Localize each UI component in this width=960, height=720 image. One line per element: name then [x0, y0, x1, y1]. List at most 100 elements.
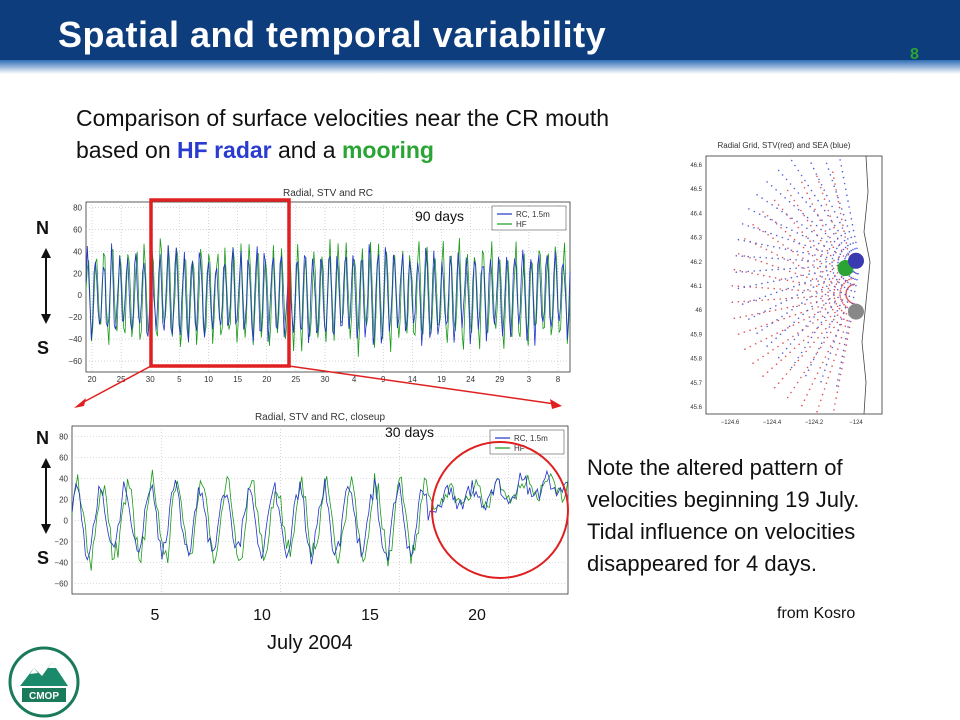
radial-grid-dot: [824, 308, 827, 310]
radial-grid-dot: [825, 258, 827, 261]
radial-grid-dot: [753, 315, 756, 318]
radial-grid-dot: [775, 363, 778, 365]
radial-grid-dot: [839, 316, 842, 319]
radial-grid-dot: [827, 209, 830, 212]
radial-grid-dot: [831, 221, 833, 223]
radial-grid-dot: [818, 178, 820, 181]
radial-grid-dot: [810, 302, 812, 304]
radial-grid-dot: [854, 290, 856, 293]
intro-based-on: based on: [76, 137, 178, 163]
radial-grid-dot: [766, 262, 768, 265]
radial-grid-dot: [803, 267, 805, 269]
radial-grid-dot: [814, 254, 816, 256]
radial-grid-dot: [833, 211, 836, 213]
note-line-2: velocities beginning 19 July.: [587, 487, 860, 512]
radial-grid-dot: [777, 266, 780, 269]
radial-grid-dot: [807, 325, 809, 328]
radial-grid-dot: [850, 278, 852, 280]
radial-grid-dot: [850, 289, 852, 292]
radial-grid-dot: [824, 356, 827, 358]
radial-grid-dot: [818, 242, 820, 245]
radial-grid-dot: [786, 306, 789, 309]
radial-grid-dot: [731, 285, 734, 287]
radial-grid-dot: [836, 272, 839, 274]
radial-grid-dot: [797, 192, 800, 194]
radial-grid-dot: [842, 362, 844, 364]
radial-grid-dot: [808, 316, 811, 318]
radial-grid-dot: [797, 317, 800, 320]
radial-grid-dot: [765, 248, 768, 251]
radial-grid-dot: [817, 318, 819, 321]
radial-grid-dot: [846, 338, 849, 340]
radial-grid-dot: [816, 372, 819, 374]
radial-grid-dot: [840, 318, 843, 320]
radial-grid-dot: [802, 246, 805, 249]
radial-grid-dot: [847, 326, 849, 328]
radial-grid-dot: [796, 250, 798, 253]
radial-grid-dot: [737, 333, 740, 335]
radial-grid-dot: [804, 281, 806, 284]
radial-grid-dot: [755, 299, 757, 302]
radial-grid-dot: [806, 216, 809, 219]
radial-grid-dot: [825, 265, 827, 267]
radial-grid-dot: [843, 282, 845, 285]
radial-grid-dot: [803, 214, 805, 217]
radial-grid-dot: [850, 320, 852, 323]
x-tick-label: 15: [233, 375, 242, 384]
radial-grid-dot: [821, 332, 823, 335]
radial-grid-dot: [789, 267, 791, 270]
radial-grid-dot: [784, 248, 787, 250]
radial-grid-dot: [741, 223, 744, 225]
radial-grid-dot: [775, 221, 777, 223]
radial-grid-dot: [816, 327, 818, 330]
radial-grid-dot: [832, 277, 834, 280]
radial-grid-dot: [829, 352, 832, 354]
x-tick-label: 10: [204, 375, 213, 384]
radial-grid-dot: [829, 323, 831, 325]
radial-grid-dot: [785, 347, 788, 350]
radial-grid-dot: [814, 377, 816, 380]
radial-grid-dot: [791, 297, 793, 299]
radial-grid-dot: [816, 292, 818, 294]
radial-grid-dot: [838, 206, 841, 209]
radial-grid-dot: [773, 298, 775, 301]
radial-grid-dot: [837, 196, 839, 199]
radial-grid-dot: [828, 284, 831, 286]
chart-title: Radial, STV and RC: [283, 188, 373, 199]
radial-grid-dot: [805, 350, 807, 353]
radial-grid-dot: [833, 177, 835, 179]
x-tick-label: 24: [466, 375, 475, 384]
annotation-90-days: 90 days: [415, 208, 464, 224]
radial-grid-dot: [804, 346, 806, 349]
radial-grid-dot: [781, 377, 784, 380]
radial-grid-dot: [747, 225, 750, 227]
radial-grid-dot: [743, 240, 746, 242]
radial-grid-dot: [747, 301, 750, 303]
intro-text: Comparison of surface velocities near th…: [76, 102, 609, 166]
south-label-top: S: [37, 338, 50, 358]
radial-grid-dot: [842, 255, 845, 257]
radial-grid-dot: [843, 318, 845, 320]
radial-grid-dot: [741, 255, 744, 257]
radial-grid-dot: [847, 238, 849, 240]
radial-grid-dot: [787, 287, 789, 290]
radial-grid-dot: [840, 250, 843, 253]
radial-grid-dot: [820, 262, 823, 265]
radial-grid-dot: [839, 159, 841, 161]
radial-grid-dot: [812, 240, 815, 242]
credit-text: from Kosro: [777, 605, 856, 622]
radial-grid-dot: [797, 264, 800, 267]
radial-grid-dot: [810, 162, 812, 164]
station-marker-2: [848, 303, 864, 320]
radial-grid-dot: [776, 254, 778, 256]
radial-grid-dot: [762, 355, 764, 358]
radial-grid-dot: [761, 197, 763, 199]
radial-grid-dot: [767, 352, 769, 354]
radial-grid-dot: [754, 327, 757, 330]
radial-grid-dot: [771, 269, 773, 271]
radial-grid-dot: [743, 255, 746, 257]
radial-grid-dot: [785, 299, 788, 302]
radial-grid-dot: [834, 403, 836, 405]
map-y-tick-label: 45.8: [690, 357, 702, 363]
radial-grid-dot: [831, 346, 834, 349]
